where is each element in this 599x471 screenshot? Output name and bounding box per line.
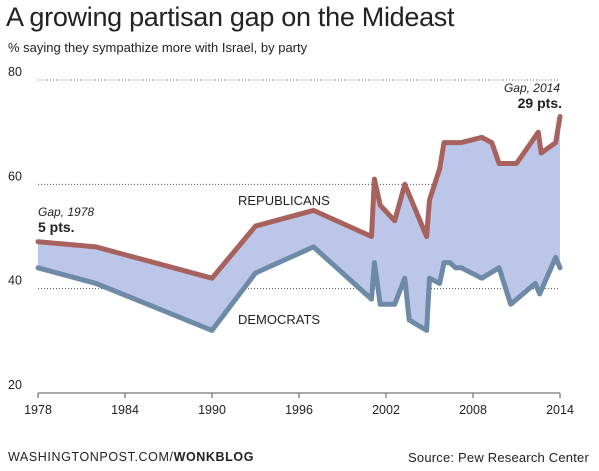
- source-note: Source: Pew Research Center: [408, 450, 589, 465]
- x-tick-label-2008: 2008: [459, 403, 487, 417]
- gap-area: [38, 116, 560, 331]
- x-tick-label-2014: 2014: [546, 403, 574, 417]
- x-tick-label-1996: 1996: [285, 403, 313, 417]
- y-tick-label-80: 80: [8, 65, 22, 79]
- y-tick-label-20: 20: [8, 378, 22, 392]
- chart-subtitle: % saying they sympathize more with Israe…: [8, 40, 308, 55]
- x-tick-label-2002: 2002: [372, 403, 400, 417]
- publisher-section: WONKBLOG: [173, 450, 255, 464]
- gap-1978-label: Gap, 1978: [38, 205, 94, 219]
- x-tick-label-1984: 1984: [111, 403, 139, 417]
- line-layer: [35, 114, 563, 333]
- gap-2014-label: Gap, 2014: [504, 81, 560, 95]
- y-tick-label-40: 40: [8, 274, 22, 288]
- democrats-label: DEMOCRATS: [238, 312, 320, 327]
- tick-layer: 1978 1984 1990 1996 2002 2008 2014: [24, 392, 574, 417]
- page-title: A growing partisan gap on the Mideast: [6, 2, 455, 32]
- democrats-line: [35, 244, 563, 333]
- publisher-credit: WASHINGTONPOST.COM/WONKBLOG: [8, 450, 254, 464]
- republicans-label: REPUBLICANS: [238, 193, 330, 208]
- gap-2014-value: 29 pts.: [518, 95, 562, 111]
- x-tick-label-1990: 1990: [198, 403, 226, 417]
- gap-1978-value: 5 pts.: [38, 219, 75, 235]
- x-tick-label-1978: 1978: [24, 403, 52, 417]
- y-tick-label-60: 60: [8, 169, 22, 183]
- publisher-name: WASHINGTONPOST.COM/: [8, 450, 174, 464]
- republicans-line: [35, 114, 563, 281]
